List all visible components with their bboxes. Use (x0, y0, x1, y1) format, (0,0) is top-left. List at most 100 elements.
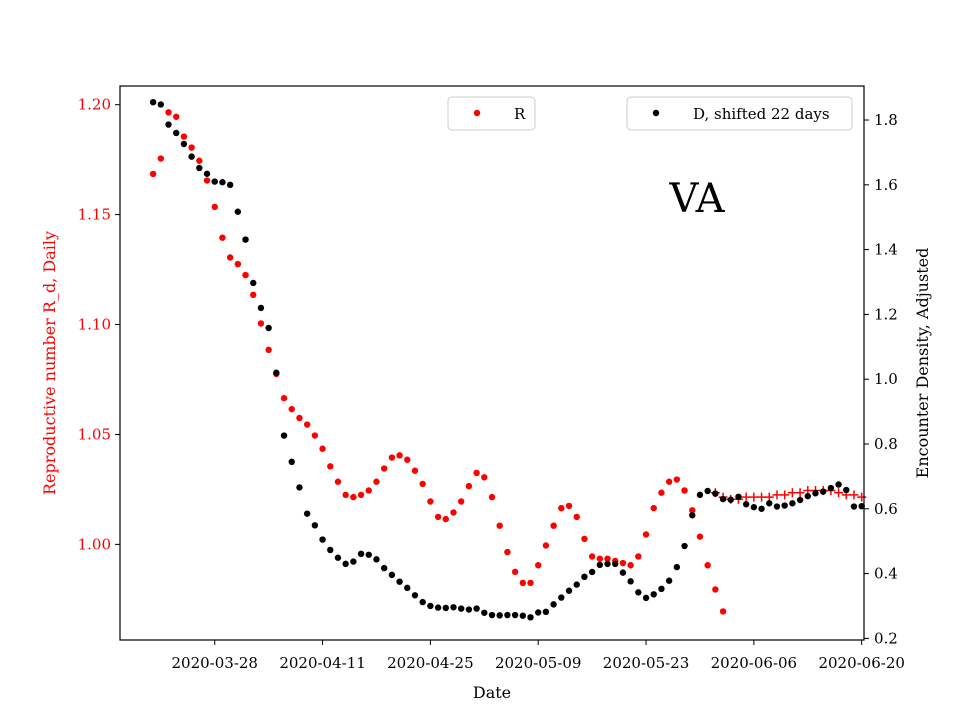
r-point (496, 522, 503, 529)
r-point (473, 469, 480, 477)
left-y-tick-label: 1.20 (78, 96, 111, 114)
d-point (819, 488, 827, 495)
d-point (427, 602, 434, 610)
d-point (250, 279, 257, 287)
r-point (619, 559, 627, 567)
r-point (180, 133, 188, 140)
d-point (558, 594, 565, 601)
r-point (635, 553, 642, 560)
d-point (481, 609, 488, 616)
r-point (665, 478, 673, 485)
x-tick-label: 2020-04-25 (387, 654, 473, 672)
d-point (581, 573, 588, 581)
d-point (612, 560, 619, 568)
legend-d-marker (652, 109, 660, 117)
r-point (396, 452, 403, 459)
r-point (242, 271, 249, 279)
r-point (696, 533, 704, 540)
d-point (157, 101, 165, 108)
d-point (434, 604, 442, 611)
d-point (319, 536, 326, 543)
d-point (465, 606, 473, 613)
d-point (296, 484, 303, 491)
r-point (288, 405, 295, 413)
d-point (719, 495, 727, 503)
r-point (211, 203, 218, 211)
r-point (658, 489, 665, 496)
r-point (357, 491, 365, 499)
r-extrapolated-point (834, 488, 844, 498)
d-point (673, 563, 681, 571)
right-y-axis-title: Encounter Density, Adjusted (913, 248, 932, 479)
d-point (196, 164, 203, 172)
d-point (511, 611, 519, 619)
d-point (396, 578, 403, 585)
d-point (404, 584, 411, 592)
r-extrapolated-point (795, 488, 805, 498)
right-y-tick-label: 1.8 (874, 111, 898, 129)
r-extrapolated-point (849, 490, 859, 500)
d-point (173, 129, 180, 137)
r-point (550, 522, 557, 529)
x-tick-label: 2020-04-11 (279, 654, 365, 672)
r-point (196, 157, 203, 164)
d-point (750, 503, 758, 511)
r-point (327, 463, 334, 470)
right-y-tick-label: 1.4 (874, 241, 898, 259)
r-point (427, 498, 434, 505)
r-point (704, 562, 711, 569)
d-point (311, 522, 319, 529)
d-point (357, 550, 365, 558)
d-point (504, 611, 511, 619)
d-point (280, 432, 288, 439)
r-point (581, 535, 588, 543)
r-point (280, 394, 288, 402)
d-point (450, 604, 457, 611)
r-extrapolated-point (757, 492, 767, 502)
r-point (250, 291, 257, 299)
r-point (627, 562, 634, 569)
left-y-tick-label: 1.00 (78, 535, 111, 553)
d-point (373, 556, 380, 563)
r-extrapolated-point (857, 492, 867, 502)
d-point (827, 484, 835, 492)
r-point (535, 562, 542, 569)
d-point (689, 512, 696, 519)
r-point (542, 542, 550, 549)
d-point (696, 491, 704, 499)
d-point (596, 561, 604, 569)
r-point (257, 320, 265, 327)
right-y-tick-label: 0.6 (874, 500, 898, 518)
right-y-tick-label: 0.2 (874, 629, 898, 647)
r-point (373, 478, 380, 485)
d-point (712, 490, 719, 497)
r-extrapolated-point (772, 490, 782, 500)
r-point (527, 579, 534, 587)
legend-r: R (447, 96, 536, 131)
legend-d: D, shifted 22 days (626, 96, 853, 131)
d-point (835, 481, 842, 488)
d-point (650, 591, 657, 598)
r-point (434, 513, 442, 521)
r-point (380, 465, 388, 472)
r-point (149, 170, 157, 178)
d-point (303, 510, 311, 517)
x-tick-label: 2020-03-28 (171, 654, 257, 672)
r-point (519, 579, 527, 587)
r-point (465, 482, 473, 490)
d-point (180, 140, 188, 148)
d-point (850, 503, 858, 510)
legend-r-marker (473, 109, 481, 117)
r-point (419, 480, 426, 488)
x-tick-label: 2020-06-06 (711, 654, 797, 672)
r-point (188, 144, 195, 151)
r-point (342, 491, 349, 499)
d-point (219, 179, 226, 186)
left-y-axis-title: Reproductive number R_d, Daily (40, 231, 59, 495)
d-point (542, 608, 550, 616)
x-tick-label: 2020-05-09 (495, 654, 581, 672)
d-point (781, 502, 788, 509)
r-point (442, 515, 449, 523)
r-point (565, 502, 573, 510)
d-point (627, 578, 634, 585)
